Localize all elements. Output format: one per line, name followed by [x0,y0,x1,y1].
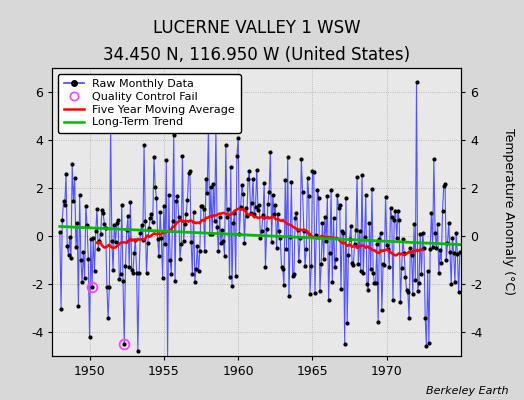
Legend: Raw Monthly Data, Quality Control Fail, Five Year Moving Average, Long-Term Tren: Raw Monthly Data, Quality Control Fail, … [58,74,241,133]
Y-axis label: Temperature Anomaly (°C): Temperature Anomaly (°C) [502,128,515,296]
Text: Berkeley Earth: Berkeley Earth [426,386,508,396]
Title: LUCERNE VALLEY 1 WSW
34.450 N, 116.950 W (United States): LUCERNE VALLEY 1 WSW 34.450 N, 116.950 W… [103,19,410,64]
